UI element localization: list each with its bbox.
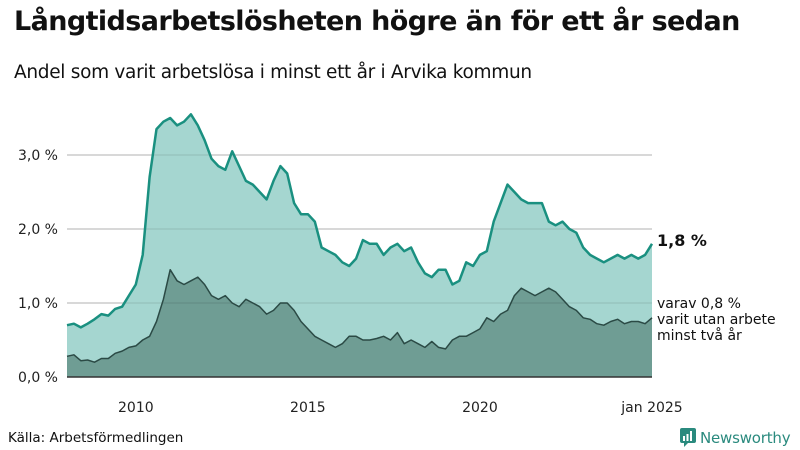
- source-note: Källa: Arbetsförmedlingen: [8, 430, 184, 446]
- lower-series-area: [67, 269, 652, 377]
- y-tick-label: 3,0 %: [18, 148, 58, 164]
- sub-label-line: minst två år: [657, 328, 742, 344]
- lower-series-line: [66, 268, 653, 363]
- chart-title: Långtidsarbetslösheten högre än för ett …: [14, 6, 740, 37]
- end-value-label: 1,8 %: [657, 231, 707, 250]
- y-axis-ticks: 0,0 % 1,0 % 2,0 % 3,0 %: [18, 148, 58, 386]
- x-tick-label: 2015: [290, 400, 326, 416]
- chart-subtitle: Andel som varit arbetslösa i minst ett å…: [14, 62, 532, 83]
- x-tick-label: 2020: [462, 400, 498, 416]
- newsworthy-chart-icon: [680, 428, 696, 447]
- y-tick-label: 2,0 %: [18, 222, 58, 238]
- sub-series-label: varav 0,8 % varit utan arbete minst två …: [657, 296, 776, 344]
- x-tick-label: 2010: [118, 400, 154, 416]
- brand-logo[interactable]: Newsworthy: [680, 428, 791, 448]
- y-tick-label: 0,0 %: [18, 370, 58, 386]
- sub-label-line: varit utan arbete: [657, 312, 776, 328]
- x-tick-label: jan 2025: [620, 400, 682, 416]
- x-axis-ticks: 2010 2015 2020 jan 2025: [118, 400, 683, 416]
- brand-name: Newsworthy: [700, 429, 791, 447]
- gridlines-overlay: [67, 154, 652, 304]
- sub-label-line: varav 0,8 %: [657, 296, 741, 312]
- y-tick-label: 1,0 %: [18, 296, 58, 312]
- upper-series-line: [66, 113, 654, 329]
